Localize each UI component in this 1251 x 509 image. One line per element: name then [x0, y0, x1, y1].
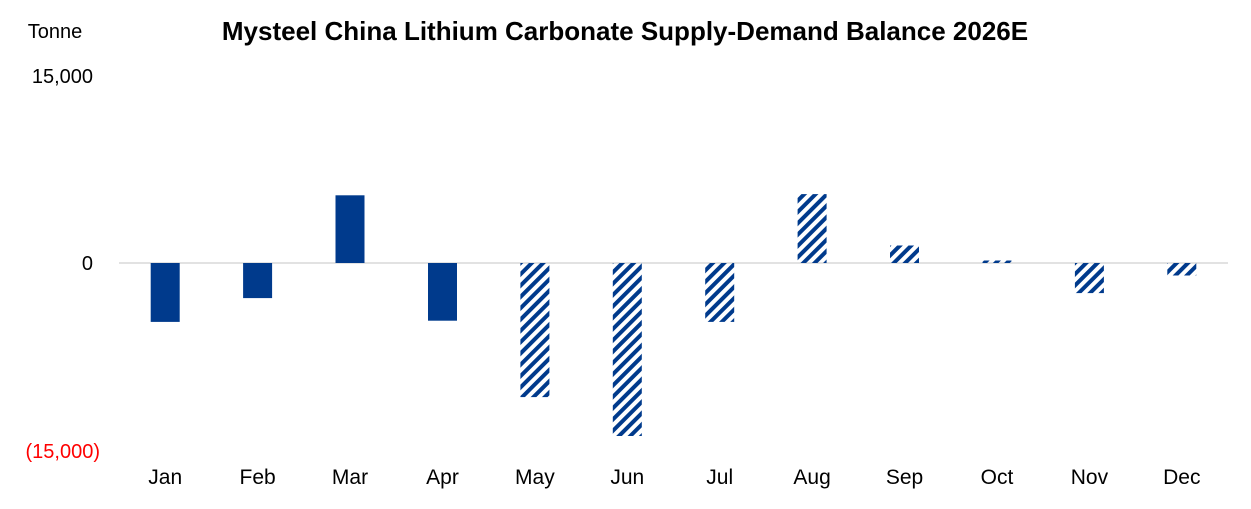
x-tick-label-nov: Nov [1071, 466, 1109, 489]
x-tick-label-may: May [515, 466, 555, 489]
y-tick-label-zero: 0 [82, 253, 93, 275]
x-tick-label-dec: Dec [1163, 466, 1200, 489]
x-tick-label-jan: Jan [148, 466, 182, 489]
x-tick-label-jul: Jul [706, 466, 733, 489]
bar-apr [428, 263, 457, 321]
x-tick-label-jun: Jun [610, 466, 644, 489]
bar-may [520, 263, 550, 398]
bar-dec [1167, 263, 1197, 276]
y-tick-label-bottom: (15,000) [26, 441, 101, 463]
bar-mar [335, 195, 365, 263]
bar-aug [797, 194, 827, 263]
bar-jun [612, 263, 642, 436]
x-tick-label-oct: Oct [981, 466, 1014, 489]
bar-nov [1074, 263, 1104, 294]
x-tick-label-feb: Feb [240, 466, 276, 489]
x-tick-labels-group: Jan Feb Mar Apr May Jun Jul Aug Sep Oct Nov Dec [148, 466, 1200, 489]
bar-jul [705, 263, 735, 322]
x-tick-label-aug: Aug [793, 466, 830, 489]
x-tick-label-apr: Apr [426, 466, 459, 489]
chart-title: Mysteel China Lithium Carbonate Supply-D… [222, 16, 1028, 46]
bar-feb [243, 263, 273, 299]
y-axis-unit-label: Tonne [28, 21, 83, 43]
bar-jan [150, 263, 180, 322]
x-tick-label-mar: Mar [332, 466, 368, 489]
bar-sep [890, 245, 919, 263]
y-tick-label-top: 15,000 [32, 66, 93, 88]
bar-oct [982, 260, 1012, 263]
bars-group [150, 194, 1197, 436]
x-tick-label-sep: Sep [886, 466, 923, 489]
